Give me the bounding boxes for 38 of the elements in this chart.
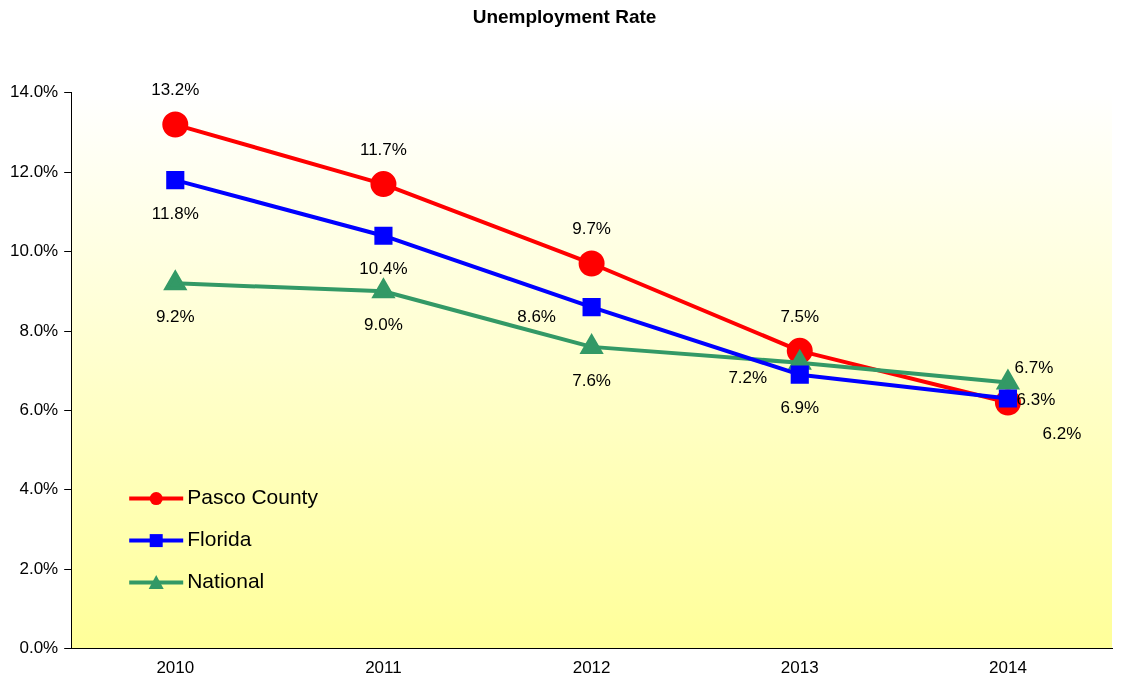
data-label: 6.2% <box>1042 424 1082 444</box>
data-label: 9.2% <box>155 307 195 327</box>
chart-title: Unemployment Rate <box>472 5 657 27</box>
point <box>166 171 185 190</box>
x-tick-label: 2014 <box>989 658 1027 678</box>
point <box>582 298 601 317</box>
data-label: 7.6% <box>572 370 611 390</box>
y-tick-label: 14.0% <box>10 82 59 102</box>
data-label: 7.5% <box>780 306 820 326</box>
point <box>578 250 605 277</box>
data-label: 7.2% <box>728 368 768 388</box>
point <box>374 226 393 245</box>
x-tick-label: 2013 <box>780 658 819 678</box>
legend-label: Pasco County <box>187 485 319 509</box>
point <box>162 111 189 138</box>
y-tick-label: 6.0% <box>19 400 59 420</box>
data-label: 9.7% <box>572 219 611 239</box>
point <box>370 171 397 198</box>
y-tick-label: 8.0% <box>19 320 59 340</box>
y-tick-label: 2.0% <box>19 558 59 578</box>
data-label: 6.7% <box>1014 358 1054 378</box>
x-tick-label: 2011 <box>365 658 402 678</box>
data-label: 6.9% <box>780 398 820 418</box>
x-tick-label: 2010 <box>156 658 195 678</box>
y-tick-label: 0.0% <box>19 638 59 658</box>
data-label: 11.8% <box>151 203 199 223</box>
y-tick-label: 12.0% <box>10 161 59 181</box>
y-tick-label: 10.0% <box>10 241 59 261</box>
data-label: 10.4% <box>359 259 408 279</box>
data-label: 13.2% <box>151 80 200 100</box>
legend-label: National <box>187 569 265 593</box>
data-label: 8.6% <box>517 306 556 326</box>
x-tick-label: 2012 <box>572 658 611 678</box>
data-label: 9.0% <box>364 314 403 334</box>
legend-label: Florida <box>187 527 252 551</box>
data-label: 11.7% <box>359 139 407 159</box>
y-tick-label: 4.0% <box>19 479 59 499</box>
point <box>790 365 809 384</box>
